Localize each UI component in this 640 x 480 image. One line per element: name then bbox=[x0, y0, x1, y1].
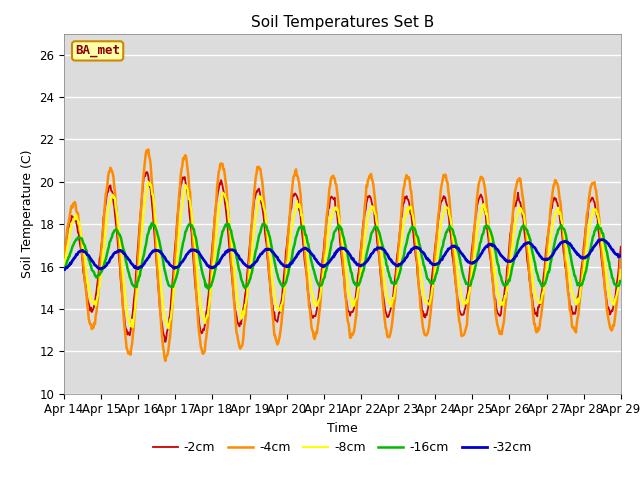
-2cm bbox=[60, 245, 68, 251]
-32cm bbox=[60, 266, 68, 272]
-16cm bbox=[335, 224, 343, 230]
-2cm bbox=[617, 244, 625, 250]
-4cm bbox=[617, 254, 625, 260]
-16cm bbox=[205, 287, 212, 292]
-8cm bbox=[164, 325, 172, 331]
-16cm bbox=[445, 226, 452, 232]
Line: -16cm: -16cm bbox=[64, 223, 621, 289]
-8cm bbox=[184, 187, 191, 193]
-32cm bbox=[566, 242, 574, 248]
-4cm bbox=[145, 146, 152, 152]
-32cm bbox=[617, 253, 625, 259]
-32cm bbox=[444, 248, 451, 253]
-32cm bbox=[389, 260, 397, 265]
Line: -32cm: -32cm bbox=[64, 240, 621, 270]
-32cm bbox=[61, 267, 68, 273]
-8cm bbox=[208, 281, 216, 287]
-2cm bbox=[208, 251, 216, 257]
-8cm bbox=[617, 267, 625, 273]
-4cm bbox=[335, 214, 343, 219]
-8cm bbox=[60, 264, 68, 270]
-2cm bbox=[568, 303, 575, 309]
-8cm bbox=[445, 205, 452, 211]
-2cm bbox=[335, 229, 343, 235]
-8cm bbox=[390, 296, 397, 302]
-2cm bbox=[184, 192, 191, 198]
-4cm bbox=[184, 168, 191, 173]
-16cm bbox=[148, 220, 156, 226]
-4cm bbox=[390, 308, 397, 313]
Y-axis label: Soil Temperature (C): Soil Temperature (C) bbox=[20, 149, 34, 278]
-8cm bbox=[335, 216, 343, 222]
-4cm bbox=[208, 267, 216, 273]
-4cm bbox=[161, 358, 169, 364]
-16cm bbox=[208, 281, 216, 287]
-4cm bbox=[445, 188, 452, 194]
Line: -2cm: -2cm bbox=[64, 172, 621, 342]
-32cm bbox=[183, 252, 191, 257]
X-axis label: Time: Time bbox=[327, 422, 358, 435]
-16cm bbox=[568, 257, 575, 263]
-32cm bbox=[598, 237, 605, 242]
-4cm bbox=[568, 315, 575, 321]
-2cm bbox=[445, 211, 452, 217]
-16cm bbox=[617, 278, 625, 284]
-2cm bbox=[390, 290, 397, 296]
-16cm bbox=[183, 226, 191, 231]
Text: BA_met: BA_met bbox=[75, 44, 120, 58]
Line: -4cm: -4cm bbox=[64, 149, 621, 361]
-2cm bbox=[161, 339, 169, 345]
Line: -8cm: -8cm bbox=[64, 182, 621, 328]
-16cm bbox=[390, 281, 397, 287]
Title: Soil Temperatures Set B: Soil Temperatures Set B bbox=[251, 15, 434, 30]
-8cm bbox=[145, 179, 152, 185]
-32cm bbox=[335, 247, 342, 253]
-2cm bbox=[143, 169, 150, 175]
Legend: -2cm, -4cm, -8cm, -16cm, -32cm: -2cm, -4cm, -8cm, -16cm, -32cm bbox=[148, 436, 537, 459]
-4cm bbox=[60, 253, 68, 259]
-32cm bbox=[207, 264, 215, 270]
-16cm bbox=[60, 266, 68, 272]
-8cm bbox=[568, 287, 575, 293]
